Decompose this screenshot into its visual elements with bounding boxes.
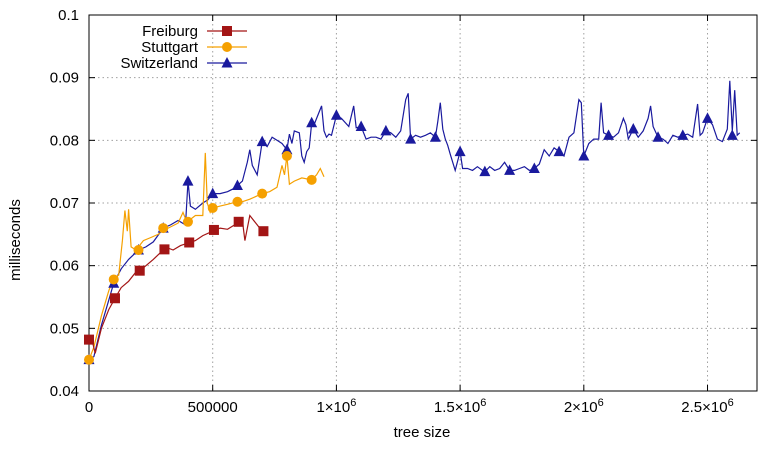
- data-point-stuttgart: [182, 216, 193, 227]
- data-point-stuttgart: [108, 274, 119, 285]
- series-line-switzerland: [88, 80, 741, 361]
- data-point-switzerland: [429, 131, 441, 142]
- series-line-stuttgart: [88, 152, 325, 360]
- y-tick-label: 0.04: [50, 383, 79, 400]
- y-tick-label: 0.07: [50, 195, 79, 212]
- data-point-freiburg: [109, 293, 120, 304]
- data-point-stuttgart: [158, 223, 169, 234]
- data-point-switzerland: [256, 135, 268, 147]
- data-point-switzerland: [281, 143, 293, 155]
- grid-lines: [89, 15, 757, 391]
- x-tick-label: 0: [85, 399, 93, 416]
- x-tick-label-exponent: 6: [350, 397, 356, 409]
- legend-marker-freiburg: [222, 26, 232, 36]
- data-point-switzerland: [479, 165, 491, 177]
- x-tick-label: 500000: [188, 399, 238, 416]
- data-point-switzerland: [528, 162, 540, 174]
- data-point-switzerland: [726, 129, 738, 140]
- data-point-freiburg: [159, 244, 170, 255]
- data-point-switzerland: [355, 120, 367, 132]
- data-point-switzerland: [207, 187, 219, 199]
- x-tick-label-exponent: 6: [480, 397, 486, 409]
- y-tick-label: 0.09: [50, 70, 79, 87]
- x-tick-label: 2×106: [564, 397, 604, 416]
- axes: 0 500000 1×106 1.5×106 2×106 2.5×106 0.04 0.05 0…: [50, 7, 758, 416]
- data-point-switzerland: [702, 112, 714, 123]
- data-point-switzerland: [504, 164, 516, 175]
- data-point-switzerland: [553, 145, 565, 157]
- y-tick-label: 0.08: [50, 132, 79, 149]
- data-point-switzerland: [380, 124, 392, 136]
- data-point-stuttgart: [232, 196, 243, 207]
- data-point-stuttgart: [281, 151, 292, 161]
- data-point-stuttgart: [133, 245, 144, 255]
- data-point-freiburg: [84, 334, 94, 345]
- y-tick-label: 0.1: [58, 7, 79, 24]
- legend-label-stuttgart: Stuttgart: [141, 39, 199, 56]
- data-point-stuttgart: [207, 203, 218, 214]
- x-axis-title: tree size: [394, 424, 451, 441]
- data-point-stuttgart: [257, 188, 268, 199]
- x-tick-label: 1.5×106: [434, 397, 486, 416]
- data-point-switzerland: [306, 116, 318, 128]
- x-tick-label: 1×106: [316, 397, 356, 416]
- data-point-switzerland: [405, 133, 417, 144]
- y-tick-label: 0.06: [50, 258, 79, 275]
- data-point-freiburg: [184, 237, 195, 248]
- data-point-switzerland: [627, 123, 639, 134]
- data-point-freiburg: [208, 224, 219, 235]
- x-tick-label-exponent: 6: [728, 397, 734, 409]
- data-point-stuttgart: [306, 174, 317, 185]
- data-point-switzerland: [578, 150, 590, 161]
- data-point-switzerland: [603, 129, 615, 140]
- series-markers: [83, 109, 738, 365]
- legend-marker-stuttgart: [222, 42, 232, 52]
- data-point-switzerland: [652, 131, 664, 142]
- data-point-switzerland: [182, 175, 194, 186]
- legend-label-freiburg: Freiburg: [142, 23, 198, 40]
- x-tick-label-exponent: 6: [598, 397, 604, 409]
- y-axis-title: milliseconds: [7, 199, 24, 281]
- data-point-freiburg: [134, 265, 145, 276]
- legend-marker-switzerland: [221, 57, 233, 68]
- data-point-switzerland: [454, 145, 466, 157]
- data-point-freiburg: [233, 216, 244, 227]
- legend-label-switzerland: Switzerland: [120, 55, 198, 72]
- data-point-switzerland: [231, 179, 243, 190]
- y-tick-label: 0.05: [50, 320, 79, 337]
- data-point-stuttgart: [84, 354, 94, 365]
- data-point-switzerland: [330, 109, 342, 120]
- data-point-freiburg: [258, 226, 269, 237]
- data-point-switzerland: [677, 129, 689, 140]
- x-tick-label: 2.5×106: [681, 397, 733, 416]
